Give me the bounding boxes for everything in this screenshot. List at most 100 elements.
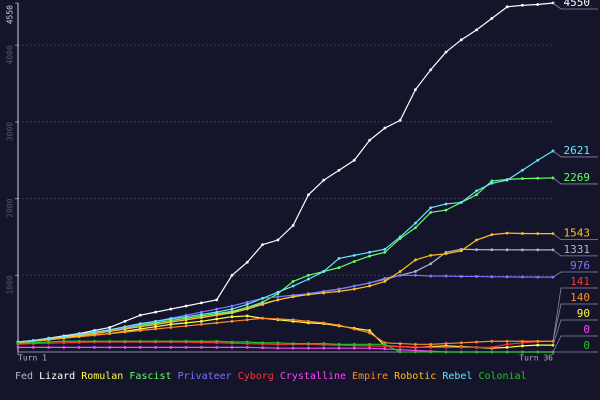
data-point <box>505 345 509 349</box>
data-point <box>184 321 188 325</box>
data-point <box>47 337 50 340</box>
data-point <box>93 330 96 334</box>
series-line <box>18 346 553 353</box>
data-point <box>352 253 356 257</box>
data-point <box>184 304 188 308</box>
data-point <box>200 339 203 343</box>
data-point <box>368 284 371 288</box>
data-point <box>383 280 387 283</box>
data-point <box>505 339 509 343</box>
data-point <box>475 340 478 344</box>
series-line <box>17 317 553 345</box>
data-point <box>490 350 494 354</box>
data-point <box>414 258 417 262</box>
data-point <box>261 300 264 304</box>
data-point <box>291 280 295 283</box>
data-point <box>62 339 66 343</box>
data-point <box>108 326 112 329</box>
data-point <box>475 189 478 193</box>
data-point <box>444 50 448 54</box>
data-point <box>230 273 234 277</box>
data-point <box>322 178 326 182</box>
value-label: 0 <box>583 323 590 336</box>
data-point <box>383 247 387 251</box>
data-point <box>123 330 127 334</box>
data-point <box>368 342 371 346</box>
data-point <box>184 318 188 322</box>
data-point <box>215 310 219 314</box>
data-point <box>521 344 524 348</box>
value-label: 4550 <box>564 0 591 9</box>
data-point <box>505 342 509 346</box>
series-line <box>17 2 554 343</box>
data-point <box>352 260 356 263</box>
data-point <box>444 274 448 278</box>
value-label: 90 <box>577 307 590 320</box>
data-point <box>47 345 50 349</box>
label-leader <box>552 177 598 185</box>
data-point <box>291 318 295 322</box>
data-point <box>490 179 494 183</box>
data-point <box>276 295 280 299</box>
data-point <box>307 273 310 277</box>
data-point <box>31 339 35 342</box>
data-point <box>230 304 234 308</box>
data-point <box>429 345 433 349</box>
data-point <box>444 345 448 349</box>
series-line <box>17 150 554 343</box>
data-point <box>536 275 540 279</box>
data-point <box>261 296 264 300</box>
data-point <box>77 345 81 349</box>
data-point <box>108 345 112 349</box>
legend-label: Lizard <box>39 371 75 382</box>
data-point <box>200 301 203 305</box>
y-tick-label: 3000 <box>6 122 15 141</box>
series-line <box>17 232 553 343</box>
data-point <box>398 348 402 352</box>
label-leader <box>552 335 598 353</box>
legend-label: Empire <box>352 371 388 382</box>
data-point <box>276 238 280 242</box>
data-point <box>322 291 326 295</box>
data-point <box>352 327 356 331</box>
data-point <box>414 345 417 349</box>
data-point <box>184 315 188 319</box>
data-point <box>383 344 387 348</box>
data-point <box>521 339 524 343</box>
data-point <box>245 314 249 318</box>
data-point <box>352 287 356 291</box>
data-point <box>276 298 280 302</box>
data-point <box>490 181 494 185</box>
label-leader <box>552 303 598 342</box>
y-tick-label: 1000 <box>6 275 15 294</box>
data-point <box>245 340 249 344</box>
series-line <box>17 340 553 353</box>
legend-label: Cyborg <box>238 371 274 382</box>
data-point <box>138 325 142 329</box>
data-point <box>536 158 540 162</box>
data-point <box>337 257 341 260</box>
data-point <box>276 317 280 321</box>
data-point <box>368 346 371 350</box>
value-label: 1543 <box>564 227 591 240</box>
data-point <box>490 16 494 20</box>
data-point <box>261 346 264 350</box>
data-point <box>398 342 402 345</box>
data-point <box>154 322 157 326</box>
data-point <box>475 350 478 354</box>
data-point <box>230 315 234 319</box>
data-point <box>414 221 417 225</box>
data-point <box>475 248 478 252</box>
data-point <box>398 273 402 277</box>
data-point <box>429 211 433 214</box>
data-point <box>291 342 295 345</box>
data-point <box>322 342 326 345</box>
value-label: 0 <box>583 339 590 352</box>
data-point <box>429 68 433 72</box>
data-point <box>215 317 219 321</box>
series-line <box>17 274 553 343</box>
data-point <box>245 303 249 306</box>
data-point <box>307 319 310 323</box>
data-point <box>459 341 463 345</box>
